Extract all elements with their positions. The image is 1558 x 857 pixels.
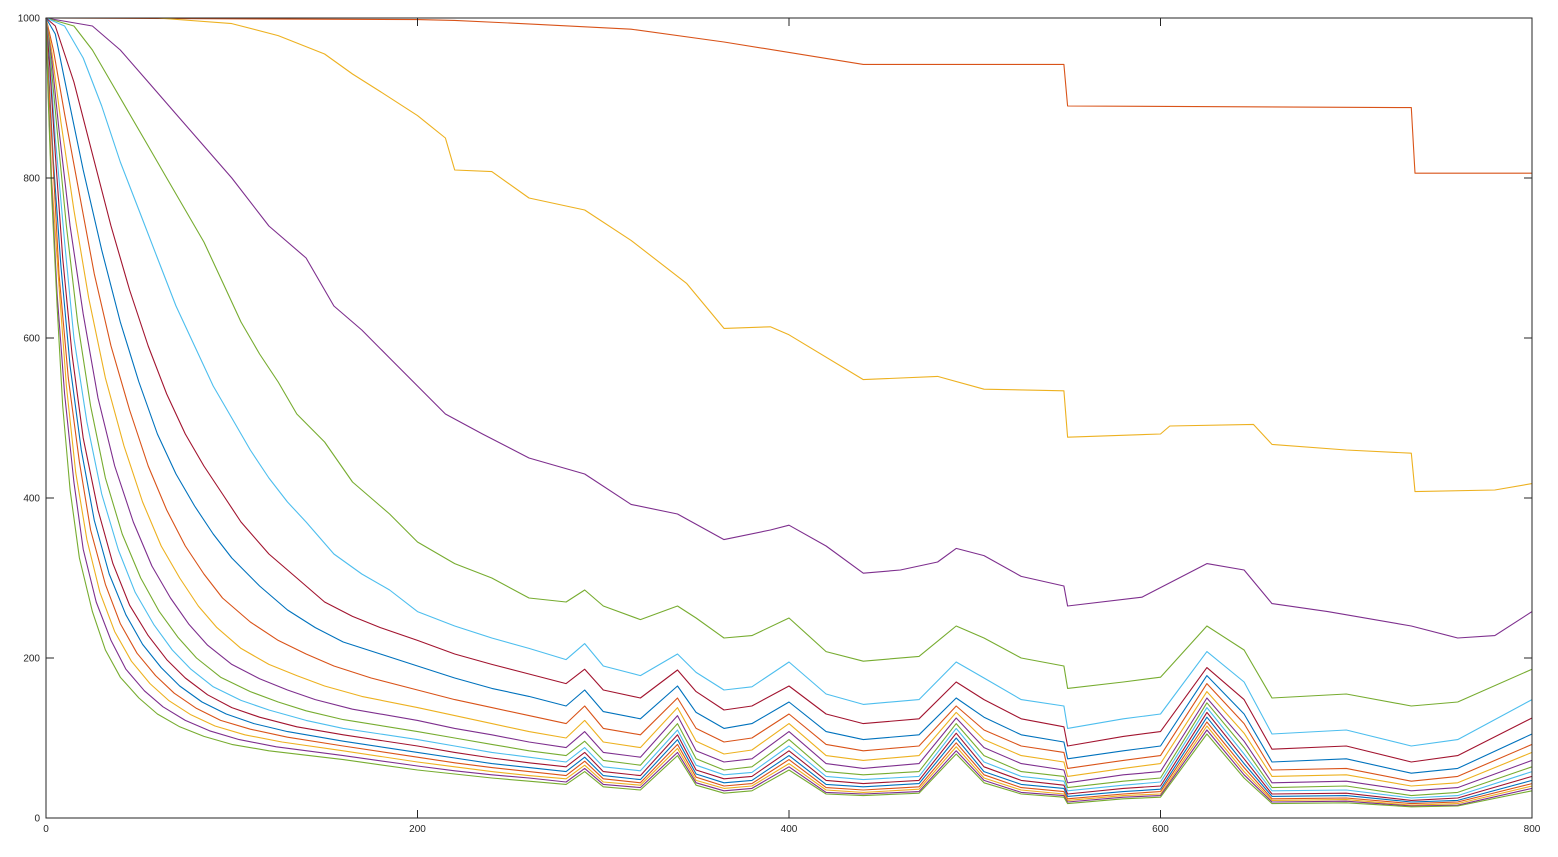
x-tick-label-800: 800 [1524,824,1541,835]
series-line-11 [45,17,1533,792]
x-tick-label-0: 0 [43,824,49,835]
series-line-12 [45,17,1533,797]
x-tick-label-400: 400 [781,824,798,835]
axis-layer: 0 200 400 600 800 0 200 400 600 800 1000 [18,14,1541,836]
series-line-9 [45,17,1533,782]
series-line-8 [45,17,1533,774]
series-line-13 [45,17,1533,799]
series-line-18 [45,17,1533,807]
series-line-15 [45,17,1533,803]
series-layer [45,17,1533,808]
x-tick-label-600: 600 [1152,824,1169,835]
x-tick-label-200: 200 [409,824,426,835]
series-line-6 [45,17,1533,747]
y-tick-label-0: 0 [34,814,40,825]
series-line-10 [45,17,1533,787]
series-line-19 [45,17,1533,808]
series-line-16 [45,17,1533,805]
y-tick-label-1000: 1000 [18,14,41,25]
series-line-4 [45,17,1533,639]
y-tick-label-400: 400 [23,494,40,505]
series-line-17 [45,17,1533,806]
series-line-14 [45,17,1533,801]
y-tick-label-600: 600 [23,334,40,345]
series-line-7 [45,17,1533,763]
series-line-2 [45,17,1532,174]
y-tick-label-800: 800 [23,174,40,185]
y-tick-label-200: 200 [23,654,40,665]
series-line-3 [46,17,1533,493]
series-line-5 [45,17,1533,707]
